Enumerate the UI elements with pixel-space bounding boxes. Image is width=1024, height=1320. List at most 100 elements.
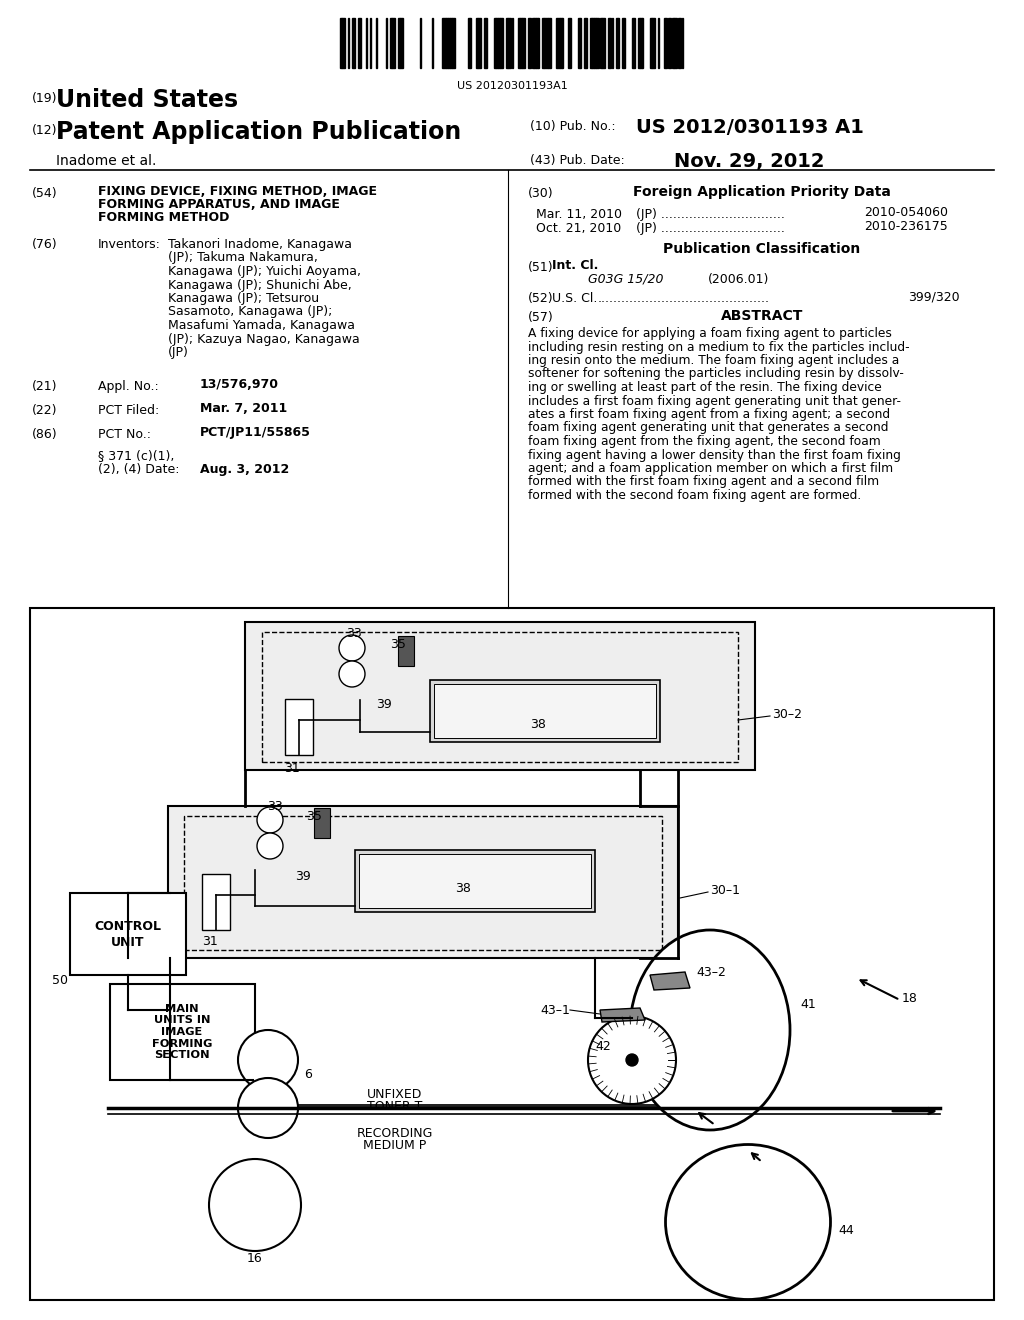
- Bar: [622, 18, 625, 69]
- Bar: [506, 18, 508, 69]
- Text: UNFIXED: UNFIXED: [368, 1088, 423, 1101]
- Text: ABSTRACT: ABSTRACT: [721, 309, 803, 323]
- Bar: [442, 18, 446, 69]
- Bar: [285, 700, 313, 755]
- Text: 42: 42: [595, 1040, 610, 1052]
- Text: FORMING METHOD: FORMING METHOD: [98, 211, 229, 224]
- Text: Appl. No.:: Appl. No.:: [98, 380, 159, 393]
- Text: PCT/JP11/55865: PCT/JP11/55865: [200, 426, 311, 440]
- Text: (52): (52): [528, 292, 554, 305]
- Circle shape: [339, 661, 365, 686]
- Text: 13/576,970: 13/576,970: [200, 378, 279, 391]
- Bar: [184, 816, 662, 950]
- Circle shape: [238, 1078, 298, 1138]
- Bar: [674, 18, 677, 69]
- Text: 35: 35: [306, 810, 322, 822]
- Text: FORMING APPARATUS, AND IMAGE: FORMING APPARATUS, AND IMAGE: [98, 198, 340, 211]
- Bar: [500, 18, 503, 69]
- Bar: [342, 18, 345, 69]
- Bar: [450, 18, 452, 69]
- Bar: [544, 18, 548, 69]
- Bar: [522, 18, 525, 69]
- Bar: [640, 18, 642, 69]
- Text: US 20120301193A1: US 20120301193A1: [457, 81, 567, 91]
- Bar: [652, 18, 655, 69]
- Text: softener for softening the particles including resin by dissolv-: softener for softening the particles inc…: [528, 367, 904, 380]
- Circle shape: [209, 1159, 301, 1251]
- Text: 38: 38: [530, 718, 546, 731]
- Text: 6: 6: [304, 1068, 312, 1081]
- Bar: [528, 18, 531, 69]
- Text: Kanagawa (JP); Yuichi Aoyama,: Kanagawa (JP); Yuichi Aoyama,: [168, 265, 361, 279]
- Text: 43–2: 43–2: [696, 965, 726, 978]
- Text: U.S. Cl.: U.S. Cl.: [552, 292, 597, 305]
- Bar: [672, 18, 674, 69]
- Text: Mar. 7, 2011: Mar. 7, 2011: [200, 403, 288, 414]
- Text: formed with the first foam fixing agent and a second film: formed with the first foam fixing agent …: [528, 475, 880, 488]
- Text: 30–1: 30–1: [710, 883, 740, 896]
- Text: 16: 16: [247, 1251, 263, 1265]
- Text: Takanori Inadome, Kanagawa: Takanori Inadome, Kanagawa: [168, 238, 352, 251]
- Text: Aug. 3, 2012: Aug. 3, 2012: [200, 463, 289, 477]
- Text: CONTROL
UNIT: CONTROL UNIT: [94, 920, 162, 949]
- Text: ing or swelling at least part of the resin. The fixing device: ing or swelling at least part of the res…: [528, 381, 882, 393]
- Ellipse shape: [630, 931, 790, 1130]
- Text: (12): (12): [32, 124, 57, 137]
- Text: foam fixing agent from the fixing agent, the second foam: foam fixing agent from the fixing agent,…: [528, 436, 881, 447]
- Text: (2), (4) Date:: (2), (4) Date:: [98, 463, 179, 477]
- Text: (19): (19): [32, 92, 57, 106]
- Bar: [632, 18, 635, 69]
- Text: Masafumi Yamada, Kanagawa: Masafumi Yamada, Kanagawa: [168, 319, 355, 333]
- Bar: [608, 18, 611, 69]
- Text: ...........................................: ........................................…: [598, 292, 770, 305]
- Text: (21): (21): [32, 380, 57, 393]
- Text: G03G 15/20: G03G 15/20: [588, 273, 664, 286]
- Text: 39: 39: [295, 870, 310, 883]
- Text: Int. Cl.: Int. Cl.: [552, 259, 598, 272]
- Text: (22): (22): [32, 404, 57, 417]
- Bar: [314, 808, 330, 838]
- Bar: [602, 18, 605, 69]
- Bar: [584, 18, 587, 69]
- Text: Patent Application Publication: Patent Application Publication: [56, 120, 461, 144]
- Text: Foreign Application Priority Data: Foreign Application Priority Data: [633, 185, 891, 199]
- Text: PCT Filed:: PCT Filed:: [98, 404, 160, 417]
- Text: including resin resting on a medium to fix the particles includ-: including resin resting on a medium to f…: [528, 341, 909, 354]
- Bar: [600, 18, 602, 69]
- Bar: [548, 18, 551, 69]
- Text: Inventors:: Inventors:: [98, 238, 161, 251]
- Text: ates a first foam fixing agent from a fixing agent; a second: ates a first foam fixing agent from a fi…: [528, 408, 890, 421]
- Text: § 371 (c)(1),: § 371 (c)(1),: [98, 449, 174, 462]
- Text: (JP) ...............................: (JP) ...............................: [636, 222, 784, 235]
- Bar: [430, 680, 660, 742]
- Text: formed with the second foam fixing agent are formed.: formed with the second foam fixing agent…: [528, 488, 861, 502]
- Text: 38: 38: [455, 882, 471, 895]
- Bar: [568, 18, 571, 69]
- Text: (JP): (JP): [168, 346, 188, 359]
- Text: (86): (86): [32, 428, 57, 441]
- Text: A fixing device for applying a foam fixing agent to particles: A fixing device for applying a foam fixi…: [528, 327, 892, 341]
- Ellipse shape: [666, 1144, 830, 1299]
- Bar: [638, 18, 640, 69]
- Bar: [245, 622, 755, 770]
- Bar: [542, 18, 544, 69]
- Text: (JP); Takuma Nakamura,: (JP); Takuma Nakamura,: [168, 252, 317, 264]
- Text: PCT No.:: PCT No.:: [98, 428, 151, 441]
- Text: ing resin onto the medium. The foam fixing agent includes a: ing resin onto the medium. The foam fixi…: [528, 354, 899, 367]
- Text: Publication Classification: Publication Classification: [664, 242, 860, 256]
- Bar: [616, 18, 618, 69]
- Text: 31: 31: [284, 762, 300, 775]
- Text: (54): (54): [32, 187, 57, 201]
- Bar: [508, 18, 511, 69]
- Bar: [340, 18, 342, 69]
- Bar: [434, 684, 656, 738]
- Text: (JP) ...............................: (JP) ...............................: [636, 209, 784, 220]
- Text: Mar. 11, 2010: Mar. 11, 2010: [536, 209, 622, 220]
- Text: Oct. 21, 2010: Oct. 21, 2010: [536, 222, 622, 235]
- Bar: [592, 18, 594, 69]
- Bar: [398, 18, 400, 69]
- Text: MAIN
UNITS IN
IMAGE
FORMING
SECTION: MAIN UNITS IN IMAGE FORMING SECTION: [152, 1003, 212, 1060]
- Bar: [446, 18, 449, 69]
- Bar: [590, 18, 592, 69]
- Circle shape: [588, 1016, 676, 1104]
